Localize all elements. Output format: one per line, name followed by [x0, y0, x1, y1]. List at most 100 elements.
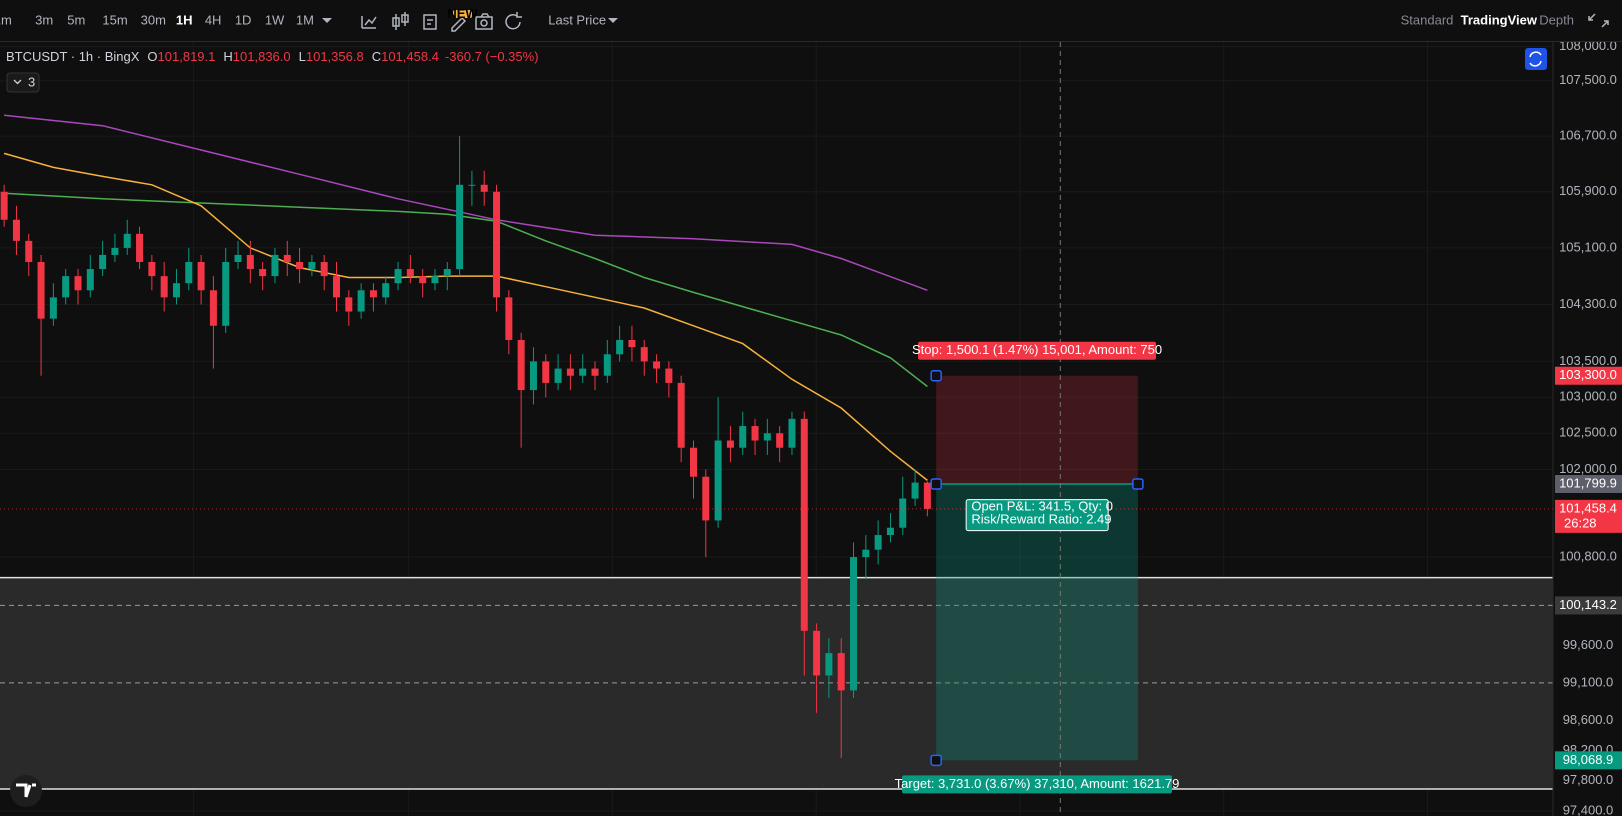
candle-body	[640, 347, 648, 362]
candle-body	[776, 433, 784, 448]
price-badge	[1555, 366, 1622, 385]
y-tick-label: 105,900.0	[1559, 183, 1617, 198]
candle-body	[394, 269, 402, 284]
candle-body	[763, 433, 771, 441]
candle-body	[406, 269, 414, 277]
y-tick-label: 106,700.0	[1559, 128, 1617, 143]
ohlc-value: 101,458.4	[381, 49, 439, 64]
view-tab[interactable]: TradingView	[1461, 12, 1538, 27]
price-source-dropdown[interactable]	[608, 18, 618, 23]
drawing-icon[interactable]	[451, 16, 467, 32]
ohlc-value: 101,356.8	[306, 49, 364, 64]
price-badge-label: 98,068.9	[1563, 752, 1614, 767]
indicators-icon[interactable]	[392, 12, 409, 30]
stop-zone	[936, 375, 1138, 484]
candle-body	[123, 233, 131, 248]
candle-body	[886, 527, 894, 536]
candle-body	[689, 447, 697, 477]
screenshot-lens	[480, 19, 488, 27]
candle-body	[357, 290, 365, 312]
rr-label: Risk/Reward Ratio: 2.49	[971, 511, 1111, 526]
new-badge-bg	[453, 10, 472, 18]
candle-body	[37, 261, 45, 319]
ohlc-key: L	[299, 49, 306, 64]
position-handle[interactable]	[930, 478, 942, 490]
candle-body	[911, 482, 919, 499]
interval-button[interactable]: 5m	[67, 12, 85, 27]
candle-body	[209, 290, 217, 326]
fullscreen-icon[interactable]	[1588, 13, 1609, 28]
candle-body	[369, 290, 377, 298]
candle-body	[837, 653, 845, 691]
ohlc-value: 101,836.0	[233, 49, 291, 64]
price-source[interactable]: Last Price	[548, 12, 606, 27]
y-tick-label: 102,500.0	[1559, 425, 1617, 440]
interval-dropdown[interactable]	[322, 18, 332, 23]
screenshot-icon[interactable]	[475, 13, 493, 30]
templates-icon[interactable]	[423, 14, 437, 30]
change: -360.7 (−0.35%)	[445, 49, 539, 64]
candle-body	[579, 368, 587, 376]
pnl-box	[965, 499, 1109, 532]
candle-body	[616, 340, 624, 355]
candle-body	[197, 261, 205, 291]
candle-body	[283, 254, 291, 262]
y-tick-label: 104,300.0	[1559, 296, 1617, 311]
interval-button[interactable]: 1M	[296, 12, 314, 27]
candle-body	[874, 535, 882, 550]
price-badge-label: 103,300.0	[1559, 367, 1617, 382]
candle-body	[246, 254, 254, 270]
interval-button[interactable]: 1D	[235, 12, 252, 27]
chart-type-icon[interactable]	[361, 16, 377, 29]
reset-icon[interactable]	[505, 12, 522, 30]
candle-body	[234, 254, 242, 262]
candle-body	[111, 247, 119, 255]
position-handle[interactable]	[930, 369, 942, 382]
candle-body	[456, 184, 464, 270]
candle-body	[800, 418, 808, 631]
candle-body	[160, 276, 168, 298]
interval-button[interactable]: 30m	[141, 12, 166, 27]
candle-body	[517, 340, 525, 391]
candle-body	[788, 418, 796, 448]
interval-button[interactable]: 1H	[176, 12, 193, 27]
view-tab[interactable]: Depth	[1539, 12, 1574, 27]
indicator-toggle[interactable]	[6, 72, 40, 93]
position-handle[interactable]	[930, 754, 942, 767]
candle-body	[62, 276, 70, 298]
candle-body	[74, 276, 82, 291]
interval-button[interactable]: 4H	[205, 12, 222, 27]
y-tick-label: 100,800.0	[1559, 548, 1617, 563]
candle-body	[308, 261, 316, 270]
candle-body	[566, 368, 574, 376]
position-handle[interactable]	[1132, 478, 1144, 490]
y-tick-label: 99,100.0	[1563, 674, 1614, 689]
interval-button[interactable]: 15m	[102, 12, 127, 27]
candle-body	[0, 191, 8, 220]
candle-body	[271, 254, 279, 277]
interval-button[interactable]: 3m	[35, 12, 53, 27]
stop-label-bg	[918, 341, 1157, 360]
ohlc-value: 101,819.1	[158, 49, 216, 64]
countdown: 26:28	[1564, 515, 1597, 530]
sync-button[interactable]	[1525, 48, 1547, 70]
candle-body	[665, 368, 673, 383]
candle-body	[714, 440, 722, 521]
candle-body	[148, 261, 156, 277]
interval-button[interactable]: 1m	[0, 12, 12, 27]
candle-body	[296, 261, 304, 270]
indicator-count: 3	[28, 74, 35, 89]
candle-body	[222, 261, 230, 326]
view-tab[interactable]: Standard	[1401, 12, 1454, 27]
y-tick-label: 103,000.0	[1559, 389, 1617, 404]
toolbar: 1m 3m 5m 15m 30m 1H 4H 1D 1W 1M NEW Last Price Stand…	[0, 6, 1609, 32]
candle-body	[702, 476, 710, 521]
candle-body	[542, 361, 550, 383]
candle-body	[443, 269, 451, 277]
ohlc-legend: BTCUSDT · 1h · BingX O101,819.1 H101,836.0…	[6, 49, 539, 64]
interval-button[interactable]: 1W	[265, 12, 285, 27]
candle-body	[12, 219, 20, 241]
moving-average	[4, 192, 928, 388]
